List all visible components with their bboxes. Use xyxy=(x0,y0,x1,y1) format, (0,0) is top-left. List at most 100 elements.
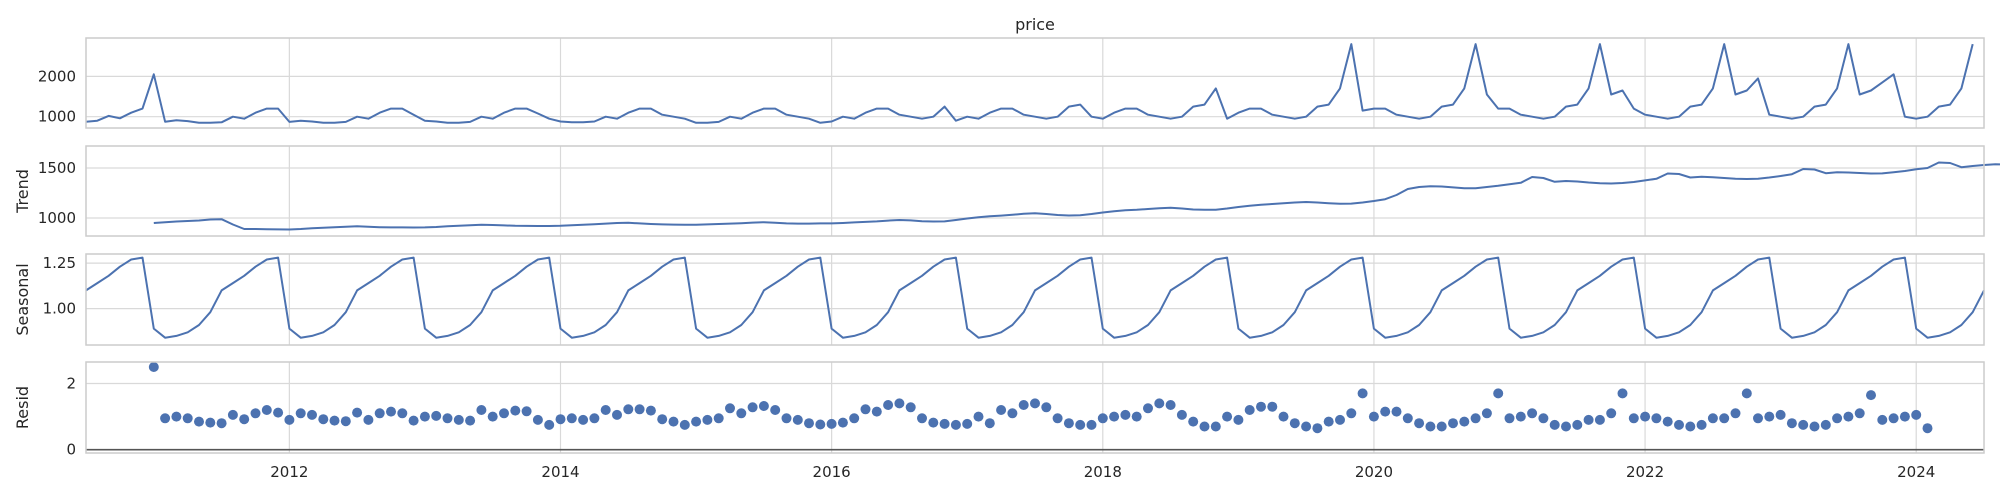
resid-point xyxy=(736,408,747,419)
resid-point xyxy=(318,414,329,425)
resid-point xyxy=(600,405,611,415)
resid-point xyxy=(363,414,374,425)
resid-point xyxy=(1719,413,1730,424)
resid-point xyxy=(182,413,193,424)
resid-point xyxy=(1538,413,1549,424)
resid-point xyxy=(1470,413,1481,424)
resid-point xyxy=(1335,414,1345,425)
resid-point xyxy=(1809,421,1820,432)
resid-point xyxy=(1685,421,1696,432)
resid-point xyxy=(453,414,464,425)
resid-point xyxy=(612,409,622,420)
resid-point xyxy=(284,414,295,425)
resid-point xyxy=(408,415,419,426)
resid-point xyxy=(419,411,430,422)
resid-point xyxy=(1368,411,1379,422)
resid-point xyxy=(1674,419,1684,430)
resid-point xyxy=(1549,419,1560,430)
resid-point xyxy=(713,413,724,424)
resid-point xyxy=(1063,418,1074,429)
resid-point xyxy=(758,401,769,411)
resid-point xyxy=(792,414,803,425)
resid-point xyxy=(1233,414,1244,425)
resid-point xyxy=(939,418,950,429)
resid-point xyxy=(1866,390,1876,401)
resid-point xyxy=(1109,411,1120,422)
resid-point xyxy=(1436,421,1447,432)
x-tick-label-2020: 2020 xyxy=(1355,463,1393,481)
resid-point xyxy=(1899,411,1910,422)
resid-point xyxy=(465,415,476,426)
resid-point xyxy=(679,419,690,430)
resid-point xyxy=(1267,401,1278,412)
resid-point xyxy=(1922,423,1933,434)
resid-point xyxy=(1222,411,1233,422)
resid-point xyxy=(1165,400,1176,410)
resid-point xyxy=(1606,408,1617,419)
resid-point xyxy=(1086,419,1097,430)
resid-point xyxy=(171,411,182,422)
resid-point xyxy=(205,417,216,428)
resid-point xyxy=(657,414,668,425)
resid-point xyxy=(521,406,532,417)
resid-point xyxy=(227,409,238,420)
resid-point xyxy=(397,408,408,419)
resid-point xyxy=(905,402,916,413)
resid-point xyxy=(148,362,159,372)
resid-point xyxy=(1877,414,1888,425)
price-frame xyxy=(85,37,1985,129)
resid-point xyxy=(1572,419,1583,430)
resid-point xyxy=(1391,406,1402,417)
trend-series-line xyxy=(153,161,2000,231)
trend-y-axis-title: Trend xyxy=(13,169,32,214)
resid-point xyxy=(1753,413,1763,424)
resid-point xyxy=(442,413,453,424)
resid-point xyxy=(295,408,306,419)
resid-point xyxy=(1527,408,1538,419)
resid-point xyxy=(645,405,656,416)
resid-point xyxy=(1176,409,1187,420)
resid-point xyxy=(340,416,351,427)
resid-point xyxy=(1730,408,1741,419)
resid-point xyxy=(1820,419,1831,430)
resid-point xyxy=(668,416,679,427)
trend-y-tick-label: 1500 xyxy=(38,159,76,177)
resid-point xyxy=(499,408,509,419)
resid-frame xyxy=(85,361,1985,454)
resid-point xyxy=(1289,418,1300,429)
resid-point xyxy=(1832,413,1843,424)
seasonal-plot-area xyxy=(86,254,1984,345)
resid-point xyxy=(815,419,826,430)
resid-point xyxy=(1018,400,1029,410)
resid-point xyxy=(1414,418,1425,429)
resid-point xyxy=(1493,388,1504,399)
resid-point xyxy=(589,413,600,424)
resid-point xyxy=(329,415,340,426)
seasonal-series-line xyxy=(85,256,1985,339)
price-series-line xyxy=(85,43,1974,124)
resid-point xyxy=(1640,411,1651,422)
resid-point xyxy=(194,416,204,427)
resid-point xyxy=(386,406,396,417)
resid-point xyxy=(1696,419,1707,430)
x-tick-label-2022: 2022 xyxy=(1626,463,1664,481)
resid-point xyxy=(1662,416,1673,427)
resid-point xyxy=(250,408,261,419)
seasonal-y-tick-label: 1.00 xyxy=(43,300,76,318)
trend-frame xyxy=(85,145,1985,237)
resid-point xyxy=(1052,413,1063,424)
resid-point xyxy=(1888,413,1899,424)
seasonal-y-axis-title: Seasonal xyxy=(13,263,32,335)
subplot-panels: 1000 2000 1000 1500 Trend 1.00 1.25 Seasonal 0 2 R… xyxy=(13,37,2000,459)
resid-point xyxy=(1764,411,1775,422)
x-tick-label-2018: 2018 xyxy=(1084,463,1122,481)
resid-point xyxy=(1786,418,1797,429)
trend-y-tick-label: 1000 xyxy=(38,209,76,227)
resid-point xyxy=(532,414,543,425)
resid-point xyxy=(1617,388,1628,399)
resid-point xyxy=(894,398,905,409)
resid-point xyxy=(510,405,521,416)
subplot-resid: 0 2 Resid xyxy=(13,361,1985,459)
resid-point xyxy=(352,407,363,418)
resid-point xyxy=(1459,416,1470,427)
